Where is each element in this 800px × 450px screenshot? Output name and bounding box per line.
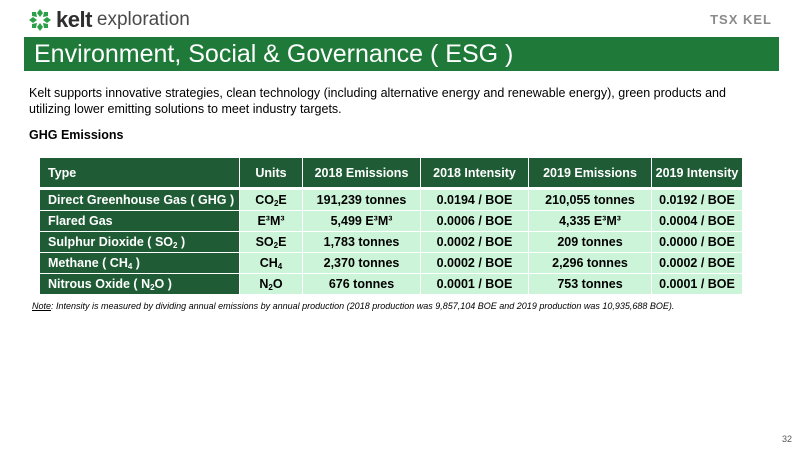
cell-2019-intensity: 0.0001 / BOE (652, 274, 742, 295)
header-2018-emissions: 2018 Emissions (303, 158, 421, 190)
cell-units: N2O (240, 274, 303, 295)
cell-2019-emissions: 753 tonnes (529, 274, 652, 295)
cell-2018-intensity: 0.0194 / BOE (421, 190, 529, 211)
kelt-leaf-icon (29, 9, 51, 31)
note-text: : Intensity is measured by dividing annu… (51, 301, 675, 311)
page-title: Environment, Social & Governance ( ESG ) (34, 40, 514, 68)
cell-type: Direct Greenhouse Gas ( GHG ) (40, 190, 240, 211)
table-row: Methane ( CH4 ) CH4 2,370 tonnes 0.0002 / B… (40, 253, 742, 274)
page-number: 32 (781, 434, 792, 444)
table-row: Sulphur Dioxide ( SO2 ) SO2E 1,783 tonnes 0… (40, 232, 742, 253)
cell-type: Flared Gas (40, 211, 240, 232)
header-2018-intensity: 2018 Intensity (421, 158, 529, 190)
cell-2018-intensity: 0.0001 / BOE (421, 274, 529, 295)
table-row: Flared Gas E³M³ 5,499 E³M³ 0.0006 / BOE 4,33… (40, 211, 742, 232)
header-2019-intensity: 2019 Intensity (652, 158, 742, 190)
cell-2019-emissions: 210,055 tonnes (529, 190, 652, 211)
cell-2018-intensity: 0.0002 / BOE (421, 253, 529, 274)
cell-2018-emissions: 1,783 tonnes (303, 232, 421, 253)
header-units: Units (240, 158, 303, 190)
logo-wordmark: kelt (56, 7, 92, 32)
note-label: Note (32, 301, 52, 311)
cell-2019-intensity: 0.0000 / BOE (652, 232, 742, 253)
cell-2019-intensity: 0.0002 / BOE (652, 253, 742, 274)
cell-2019-emissions: 4,335 E³M³ (529, 211, 652, 232)
tsx-ticker-logo: TSX KEL (710, 12, 772, 27)
kelt-logo: kelt exploration (28, 7, 190, 32)
header-2019-emissions: 2019 Emissions (529, 158, 652, 190)
table-row: Direct Greenhouse Gas ( GHG ) CO2E 191,239… (40, 190, 742, 211)
cell-2018-intensity: 0.0006 / BOE (421, 211, 529, 232)
cell-2018-emissions: 676 tonnes (303, 274, 421, 295)
cell-2019-intensity: 0.0004 / BOE (652, 211, 742, 232)
cell-2018-emissions: 2,370 tonnes (303, 253, 421, 274)
cell-units: CO2E (240, 190, 303, 211)
header-type: Type (40, 158, 240, 190)
cell-type: Sulphur Dioxide ( SO2 ) (40, 232, 240, 253)
logo-subtitle: exploration (96, 9, 190, 30)
section-heading: GHG Emissions (29, 128, 124, 142)
cell-type: Methane ( CH4 ) (40, 253, 240, 274)
table-row: Nitrous Oxide ( N2O ) N2O 676 tonnes 0.0001… (40, 274, 742, 295)
ghg-emissions-table: Type Units 2018 Emissions 2018 Intensity… (40, 158, 742, 295)
cell-units: SO2E (240, 232, 303, 253)
cell-units: E³M³ (240, 211, 303, 232)
cell-2018-emissions: 5,499 E³M³ (303, 211, 421, 232)
cell-units: CH4 (240, 253, 303, 274)
cell-2018-intensity: 0.0002 / BOE (421, 232, 529, 253)
title-bar: Environment, Social & Governance ( ESG ) (24, 37, 779, 71)
cell-2019-emissions: 209 tonnes (529, 232, 652, 253)
cell-2019-emissions: 2,296 tonnes (529, 253, 652, 274)
footnote: Note: Intensity is measured by dividing … (32, 301, 674, 311)
cell-type: Nitrous Oxide ( N2O ) (40, 274, 240, 295)
intro-paragraph: Kelt supports innovative strategies, cle… (29, 86, 726, 116)
table-header-row: Type Units 2018 Emissions 2018 Intensity… (40, 158, 742, 190)
cell-2019-intensity: 0.0192 / BOE (652, 190, 742, 211)
cell-2018-emissions: 191,239 tonnes (303, 190, 421, 211)
